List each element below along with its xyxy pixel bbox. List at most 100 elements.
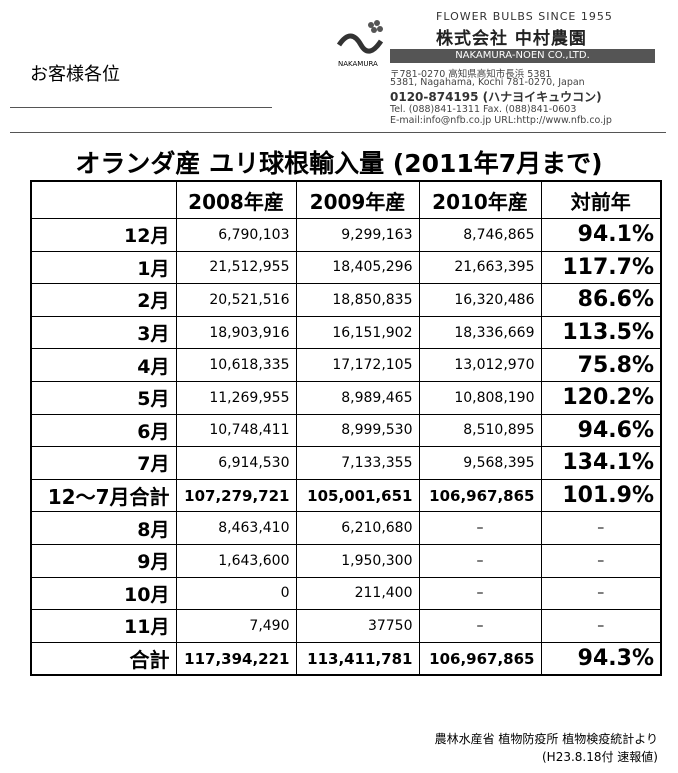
- cell: 17,172,105: [295, 348, 420, 382]
- greeting: お客様各位: [30, 64, 120, 85]
- header-cell: 2010年産: [418, 180, 542, 219]
- cell: 37750: [295, 609, 420, 643]
- cell: 6,914,530: [175, 446, 297, 480]
- rule: [10, 107, 272, 108]
- row-label: 7月: [30, 446, 177, 480]
- row-label: 5月: [30, 380, 177, 415]
- cell: 18,336,669: [418, 315, 542, 350]
- cell: 1,643,600: [175, 543, 297, 578]
- free-dial: 0120-874195 (ハナヨイキュウコン): [390, 90, 602, 104]
- row: 1月 21,512,955 18,405,296 21,663,395 117.7%: [30, 250, 662, 285]
- cell: 13,012,970: [418, 348, 542, 382]
- company-name-en: NAKAMURA-NOEN CO.,LTD.: [390, 49, 655, 63]
- cell: 117,394,221: [175, 641, 297, 676]
- row-label: 3月: [30, 315, 177, 350]
- cell: –: [540, 543, 662, 578]
- row: 3月 18,903,916 16,151,902 18,336,669 113.5%: [30, 315, 662, 350]
- cell: 1,950,300: [295, 543, 420, 578]
- cell: 117.7%: [540, 250, 662, 285]
- cell: 105,001,651: [295, 478, 420, 513]
- cell: 106,967,865: [418, 641, 542, 676]
- row: 4月 10,618,335 17,172,105 13,012,970 75.8%: [30, 348, 662, 382]
- row-label: 11月: [30, 609, 177, 643]
- cell: 94.3%: [540, 641, 662, 676]
- cell: 94.6%: [540, 413, 662, 448]
- cell: –: [418, 576, 542, 611]
- row-label: 9月: [30, 543, 177, 578]
- cell: 7,133,355: [295, 446, 420, 480]
- header-cell: 対前年: [540, 180, 662, 219]
- cell: 106,967,865: [418, 478, 542, 513]
- cell: –: [418, 543, 542, 578]
- row-label: 1月: [30, 250, 177, 285]
- table: 2008年産 2009年産 2010年産 対前年 12月 6,790,103 9,299,1…: [30, 180, 662, 677]
- row-label: 12～7月合計: [30, 478, 177, 513]
- cell: 7,490: [175, 609, 297, 643]
- cell: 18,850,835: [295, 283, 420, 317]
- row-label: 4月: [30, 348, 177, 382]
- cell: –: [540, 511, 662, 545]
- row-label: 合計: [30, 641, 177, 676]
- rule: [10, 132, 666, 133]
- cell: 86.6%: [540, 283, 662, 317]
- row-label: 6月: [30, 413, 177, 448]
- row: 合計 117,394,221 113,411,781 106,967,865 94.3%: [30, 641, 662, 676]
- company-name: 株式会社 中村農園: [436, 29, 587, 49]
- cell: 0: [175, 576, 297, 611]
- tagline: FLOWER BULBS SINCE 1955: [436, 10, 613, 23]
- address-en: 5381, Nagahama, Kochi 781-0270, Japan: [390, 77, 585, 88]
- cell: –: [418, 609, 542, 643]
- logo: [336, 20, 384, 54]
- row: 11月 7,490 37750– –: [30, 609, 662, 643]
- cell: 120.2%: [540, 380, 662, 415]
- logo-text: NAKAMURA: [338, 60, 378, 68]
- cell: 6,790,103: [175, 218, 297, 252]
- row: 2月 20,521,516 18,850,835 16,320,486 86.6%: [30, 283, 662, 317]
- cell: 16,151,902: [295, 315, 420, 350]
- cell: 9,568,395: [418, 446, 542, 480]
- address: 〒781-0270 高知県高知市長浜 5381: [390, 69, 552, 80]
- source: 農林水産省 植物防疫所 植物検疫統計より: [434, 732, 658, 746]
- cell: –: [540, 576, 662, 611]
- email-url: E-mail:info@nfb.co.jp URL:http://www.nfb…: [390, 115, 612, 126]
- header-row: 2008年産 2009年産 2010年産 対前年: [30, 180, 662, 219]
- row: 12～7月合計 107,279,721 105,001,651 106,967,865…: [30, 478, 662, 513]
- row: 12月 6,790,103 9,299,163 8,746,865 94.1%: [30, 218, 662, 252]
- cell: 8,999,530: [295, 413, 420, 448]
- cell: 10,748,411: [175, 413, 297, 448]
- cell: 75.8%: [540, 348, 662, 382]
- header-cell: 2009年産: [295, 180, 420, 219]
- cell: 8,746,865: [418, 218, 542, 252]
- row: 7月 6,914,530 7,133,355 9,568,395 134.1%: [30, 446, 662, 480]
- cell: 211,400: [295, 576, 420, 611]
- cell: 134.1%: [540, 446, 662, 480]
- cell: 113.5%: [540, 315, 662, 350]
- cell: 10,618,335: [175, 348, 297, 382]
- cell: 8,463,410: [175, 511, 297, 545]
- row-label: 10月: [30, 576, 177, 611]
- cell: 21,512,955: [175, 250, 297, 285]
- row: 6月 10,748,411 8,999,530 8,510,895 94.6%: [30, 413, 662, 448]
- row: 9月 1,643,600 1,950,300– –: [30, 543, 662, 578]
- cell: –: [418, 511, 542, 545]
- cell: 21,663,395: [418, 250, 542, 285]
- row: 5月 11,269,955 8,989,465 10,808,190 120.2%: [30, 380, 662, 415]
- cell: 18,903,916: [175, 315, 297, 350]
- row: 10月 0 211,400– –: [30, 576, 662, 611]
- note: (H23.8.18付 速報値): [541, 750, 658, 764]
- tel-fax: Tel. (088)841-1311 Fax. (088)841-0603: [390, 104, 577, 115]
- cell: –: [540, 609, 662, 643]
- row-label: 2月: [30, 283, 177, 317]
- cell: 8,989,465: [295, 380, 420, 415]
- cell: 9,299,163: [295, 218, 420, 252]
- row-label: 12月: [30, 218, 177, 252]
- cell: 8,510,895: [418, 413, 542, 448]
- cell: 11,269,955: [175, 380, 297, 415]
- cell: 113,411,781: [295, 641, 420, 676]
- cell: 18,405,296: [295, 250, 420, 285]
- cell: 16,320,486: [418, 283, 542, 317]
- cell: 10,808,190: [418, 380, 542, 415]
- cell: 94.1%: [540, 218, 662, 252]
- cell: 6,210,680: [295, 511, 420, 545]
